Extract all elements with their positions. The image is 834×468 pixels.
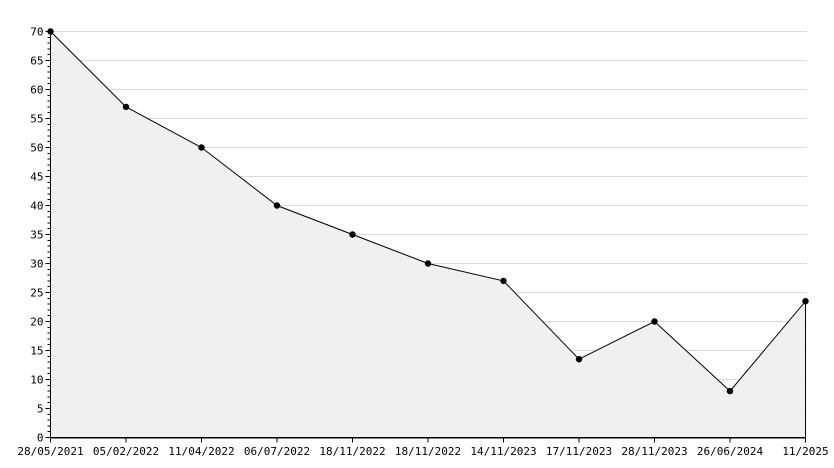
x-tick-label: 26/06/2024 [697,445,764,458]
x-tick-label: 28/11/2023 [621,445,687,458]
data-point-marker [500,277,507,285]
y-tick-label: 50 [30,142,43,155]
x-tick-label: 06/07/2022 [244,445,310,458]
area-series [50,30,806,438]
x-tick-label: 18/11/2022 [319,445,385,458]
y-tick-label: 40 [30,200,43,213]
data-point-marker [349,231,356,238]
y-tick-label: 65 [30,55,43,68]
y-tick-label: 70 [30,26,43,39]
y-tick-label: 20 [30,316,43,329]
data-point-marker [651,318,658,325]
y-tick-label: 60 [30,84,43,97]
y-tick-label: 55 [30,113,43,126]
y-tick-label: 0 [37,432,44,445]
y-tick-label: 15 [30,345,43,358]
y-tick-label: 35 [30,229,43,242]
data-point-marker [198,144,205,151]
y-tick-label: 10 [30,374,43,387]
x-tick-label: 18/11/2022 [395,445,461,458]
x-tick-label: 11/2025 [782,445,828,458]
data-point-marker [575,356,583,363]
y-tick-label: 5 [37,403,44,416]
x-tick-label: 11/04/2022 [168,445,234,458]
x-tick-label: 05/02/2022 [93,445,159,458]
y-tick-label: 25 [30,287,43,300]
x-tick-label: 17/11/2023 [546,445,612,458]
y-tick-label: 30 [30,258,43,271]
data-point-marker [802,298,809,305]
x-tick-label: 14/11/2023 [470,445,536,458]
x-tick-label: 28/05/2021 [17,445,83,458]
data-point-marker [122,103,130,111]
y-tick-label: 45 [30,171,43,184]
data-point-marker [726,387,734,395]
data-point-marker [273,202,281,209]
data-point-marker [424,260,432,267]
